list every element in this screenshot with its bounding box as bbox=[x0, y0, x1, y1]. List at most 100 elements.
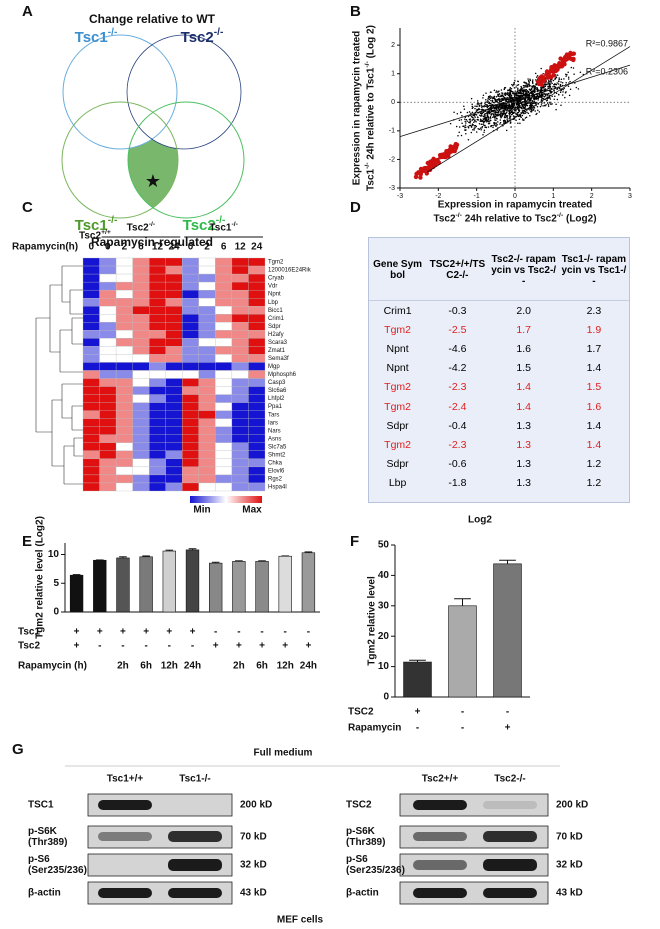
heatmap-cell bbox=[115, 354, 133, 363]
condition-value: - bbox=[284, 627, 287, 638]
lane-label: Tsc2+/+ bbox=[422, 774, 459, 785]
cloud-dot bbox=[500, 94, 502, 97]
cloud-dot bbox=[538, 89, 540, 91]
condition-value: 12h bbox=[161, 661, 178, 672]
regression-line bbox=[399, 64, 631, 137]
cloud-dot bbox=[525, 84, 527, 86]
cloud-dot bbox=[492, 111, 495, 113]
cloud-dot bbox=[523, 103, 526, 105]
cloud-dot bbox=[485, 121, 488, 123]
row-label: H2afy bbox=[268, 332, 284, 338]
panel-letter: E bbox=[22, 533, 32, 550]
cloud-dot bbox=[532, 82, 534, 85]
highlight-dot bbox=[431, 156, 436, 161]
y-tick-label: 10 bbox=[48, 549, 60, 560]
cloud-dot bbox=[535, 102, 537, 104]
bar bbox=[93, 559, 107, 613]
heatmap-cell bbox=[149, 338, 166, 347]
y-tick-label: -3 bbox=[389, 185, 395, 192]
heatmap-cell bbox=[198, 434, 216, 443]
cloud-dot bbox=[517, 84, 520, 86]
bar bbox=[162, 550, 176, 613]
cloud-dot bbox=[530, 87, 533, 90]
heatmap-cell bbox=[149, 410, 166, 419]
cloud-dot bbox=[494, 100, 497, 102]
cloud-dot bbox=[470, 131, 473, 134]
cloud-dot bbox=[494, 116, 496, 119]
cloud-dot bbox=[506, 104, 508, 107]
highlight-dot bbox=[569, 51, 575, 57]
cloud-dot bbox=[564, 91, 567, 94]
heatmap-cell bbox=[82, 298, 100, 307]
cloud-dot bbox=[569, 80, 571, 83]
heatmap-cell bbox=[198, 442, 216, 451]
panel-letter: B bbox=[350, 3, 361, 20]
heatmap-cell bbox=[165, 402, 183, 411]
cloud-dot bbox=[558, 78, 560, 81]
cloud-dot bbox=[531, 85, 533, 88]
cloud-dot bbox=[515, 98, 518, 100]
heatmap-cell bbox=[198, 330, 216, 339]
cloud-dot bbox=[482, 120, 484, 122]
heatmap-cell bbox=[231, 346, 249, 355]
cloud-dot bbox=[520, 116, 522, 119]
heatmap-cell bbox=[215, 338, 233, 347]
cloud-dot bbox=[519, 91, 522, 94]
cloud-dot bbox=[517, 122, 519, 124]
regression-line bbox=[426, 46, 631, 173]
condition-value: 24h bbox=[184, 661, 201, 672]
heatmap-cell bbox=[165, 482, 183, 492]
heatmap-cell bbox=[99, 338, 117, 347]
cloud-dot bbox=[501, 92, 503, 94]
cloud-dot bbox=[464, 120, 466, 123]
cloud-dot bbox=[568, 82, 570, 84]
cloud-dot bbox=[494, 107, 497, 109]
heatmap-cell bbox=[149, 426, 166, 435]
row-label: Casp3 bbox=[268, 380, 286, 386]
cloud-dot bbox=[527, 112, 530, 115]
cloud-dot bbox=[536, 87, 538, 89]
heatmap-cell bbox=[165, 265, 183, 275]
cloud-dot bbox=[492, 124, 494, 127]
cloud-dot bbox=[512, 91, 514, 93]
cloud-dot bbox=[486, 118, 488, 120]
cloud-dot bbox=[479, 102, 481, 105]
cloud-dot bbox=[460, 111, 462, 114]
lane-label: Tsc2-/- bbox=[494, 774, 526, 785]
cloud-dot bbox=[504, 122, 506, 124]
heatmap-cell bbox=[115, 466, 133, 476]
heatmap-cell bbox=[248, 458, 266, 468]
table-cell: 1.5 bbox=[586, 381, 602, 394]
cloud-dot bbox=[559, 87, 561, 89]
cloud-dot bbox=[497, 91, 499, 93]
cloud-dot bbox=[482, 111, 485, 113]
cloud-dot bbox=[555, 76, 558, 79]
venn-set-label: Tsc2-/- bbox=[183, 215, 226, 234]
cloud-dot bbox=[529, 79, 532, 82]
heatmap-cell bbox=[99, 298, 117, 307]
cloud-dot bbox=[510, 87, 513, 90]
cloud-dot bbox=[481, 126, 483, 129]
cloud-dot bbox=[485, 116, 487, 118]
venn-subtitle: Rapamycin-regulated bbox=[91, 235, 213, 249]
table-cell: Tgm2 bbox=[384, 400, 412, 413]
cloud-dot bbox=[527, 90, 530, 93]
cloud-dot bbox=[566, 73, 568, 76]
cloud-dot bbox=[471, 103, 473, 106]
table-cell: Sdpr bbox=[386, 419, 409, 432]
cloud-dot bbox=[544, 84, 547, 86]
cloud-dot bbox=[494, 98, 496, 101]
cloud-dot bbox=[518, 118, 521, 120]
table-cell: 1.7 bbox=[586, 342, 602, 355]
heatmap-cell bbox=[165, 338, 183, 347]
cloud-dot bbox=[480, 119, 482, 121]
heatmap-cell bbox=[82, 346, 100, 355]
panel-letter: C bbox=[22, 199, 33, 216]
table-cell: Sdpr bbox=[386, 458, 409, 471]
cloud-dot bbox=[525, 108, 528, 111]
heatmap-cell bbox=[132, 450, 150, 460]
cloud-dot bbox=[517, 101, 520, 103]
cloud-dot bbox=[519, 122, 521, 124]
cloud-dot bbox=[528, 82, 531, 84]
cloud-dot bbox=[559, 91, 562, 93]
